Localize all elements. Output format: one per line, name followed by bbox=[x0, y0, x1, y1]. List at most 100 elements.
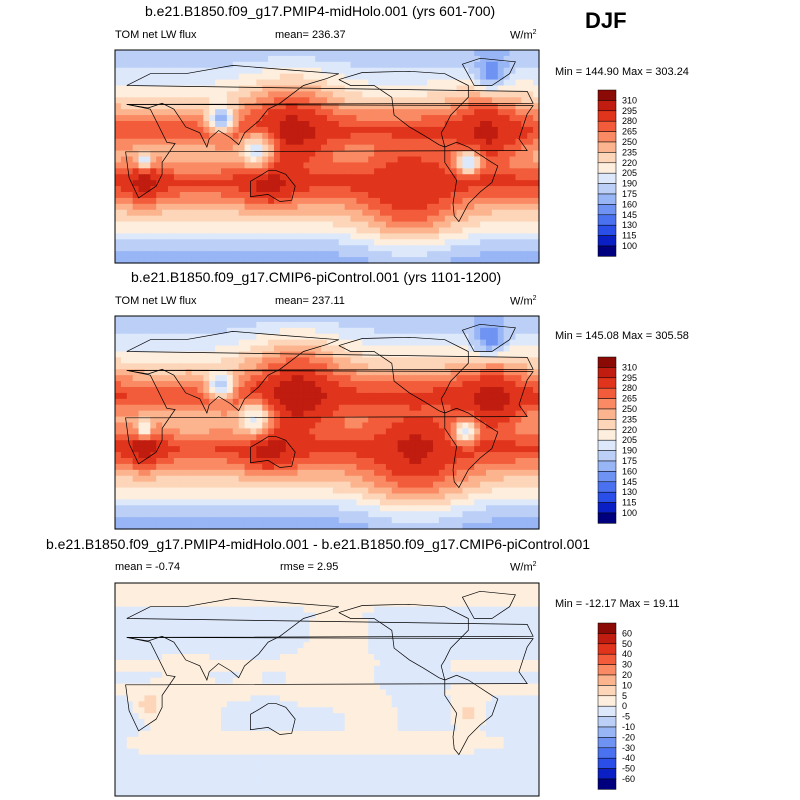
map-cell bbox=[185, 327, 193, 335]
map-cell bbox=[403, 251, 411, 258]
map-cell bbox=[120, 144, 128, 152]
map-cell bbox=[427, 91, 434, 98]
map-cell bbox=[156, 428, 163, 435]
map-cell bbox=[415, 351, 422, 359]
map-cell bbox=[338, 410, 346, 418]
map-cell bbox=[356, 233, 363, 240]
map-cell bbox=[144, 245, 151, 252]
map-cell bbox=[527, 422, 534, 430]
map-cell bbox=[456, 333, 464, 341]
map-cell bbox=[391, 239, 399, 246]
map-cell bbox=[374, 162, 381, 169]
map-cell bbox=[256, 316, 263, 323]
map-cell bbox=[120, 487, 128, 495]
map-cell bbox=[444, 422, 452, 430]
map-cell bbox=[491, 109, 499, 116]
map-cell bbox=[338, 398, 346, 406]
map-cell bbox=[262, 97, 269, 104]
map-cell bbox=[527, 452, 534, 459]
map-cell bbox=[115, 446, 122, 453]
map-cell bbox=[297, 138, 305, 146]
map-cell bbox=[533, 162, 540, 169]
map-cell bbox=[344, 392, 352, 400]
map-cell bbox=[250, 233, 257, 240]
map-cell bbox=[391, 463, 399, 471]
map-cell bbox=[374, 505, 381, 512]
map-cell bbox=[132, 251, 140, 258]
map-cell bbox=[250, 316, 257, 323]
map-cell bbox=[138, 233, 146, 240]
map-cell bbox=[297, 392, 305, 400]
map-cell bbox=[327, 239, 334, 246]
map-cell bbox=[515, 446, 522, 453]
map-cell bbox=[468, 121, 475, 128]
map-cell bbox=[321, 387, 328, 394]
map-cell bbox=[338, 233, 346, 240]
map-cell bbox=[391, 381, 399, 388]
map-cell bbox=[126, 233, 134, 240]
map-cell bbox=[285, 327, 293, 335]
map-cell bbox=[332, 174, 340, 181]
map-cell bbox=[244, 50, 252, 57]
map-cell bbox=[285, 481, 293, 489]
map-cell bbox=[238, 245, 246, 252]
map-cell bbox=[462, 481, 469, 489]
map-cell bbox=[315, 499, 322, 506]
map-cell bbox=[468, 410, 475, 418]
map-cell bbox=[244, 410, 252, 418]
map-cell bbox=[391, 257, 399, 264]
map-cell bbox=[486, 357, 493, 364]
map-cell bbox=[268, 61, 275, 69]
map-cell bbox=[156, 215, 163, 223]
map-cell bbox=[533, 150, 540, 158]
map-cell bbox=[421, 505, 428, 512]
map-cell bbox=[144, 321, 151, 329]
map-cell bbox=[368, 239, 375, 246]
map-cell bbox=[144, 469, 151, 477]
map-cell bbox=[327, 345, 334, 353]
coastline bbox=[444, 141, 499, 223]
map-cell bbox=[285, 321, 293, 329]
map-cell bbox=[327, 79, 334, 87]
map-cell bbox=[226, 499, 234, 506]
map-cell bbox=[309, 126, 316, 134]
map-cell bbox=[409, 257, 416, 264]
map-cell bbox=[132, 221, 140, 229]
map-cell bbox=[491, 469, 499, 477]
map-cell bbox=[350, 168, 358, 175]
map-cell bbox=[397, 357, 405, 364]
map-cell bbox=[126, 481, 134, 489]
map-cell bbox=[120, 109, 128, 116]
map-cell bbox=[462, 180, 469, 187]
map-cell bbox=[444, 55, 452, 63]
map-cell bbox=[468, 245, 475, 252]
map-cell bbox=[309, 493, 316, 501]
map-cell bbox=[385, 446, 393, 453]
map-cell bbox=[515, 126, 522, 134]
map-cell bbox=[533, 469, 540, 477]
map-cell bbox=[374, 410, 381, 418]
map-cell bbox=[197, 138, 204, 146]
map-cell bbox=[327, 493, 334, 501]
map-cell bbox=[338, 475, 346, 483]
map-cell bbox=[203, 162, 210, 169]
map-cell bbox=[444, 109, 452, 116]
map-cell bbox=[380, 85, 387, 93]
map-cell bbox=[350, 434, 358, 441]
map-cell bbox=[397, 162, 405, 169]
coastlines bbox=[125, 57, 534, 223]
map-cell bbox=[138, 487, 146, 495]
map-cell bbox=[480, 67, 487, 75]
map-cell bbox=[168, 475, 175, 483]
map-cell bbox=[344, 126, 352, 134]
map-cell bbox=[221, 156, 228, 164]
map-cell bbox=[132, 487, 140, 495]
map-cell bbox=[291, 410, 299, 418]
map-cell bbox=[250, 103, 257, 110]
map-cell bbox=[421, 73, 428, 81]
map-cell bbox=[468, 203, 475, 211]
map-cell bbox=[303, 79, 310, 87]
map-cell bbox=[397, 493, 405, 501]
map-cell bbox=[232, 121, 240, 128]
map-cell bbox=[503, 85, 511, 93]
